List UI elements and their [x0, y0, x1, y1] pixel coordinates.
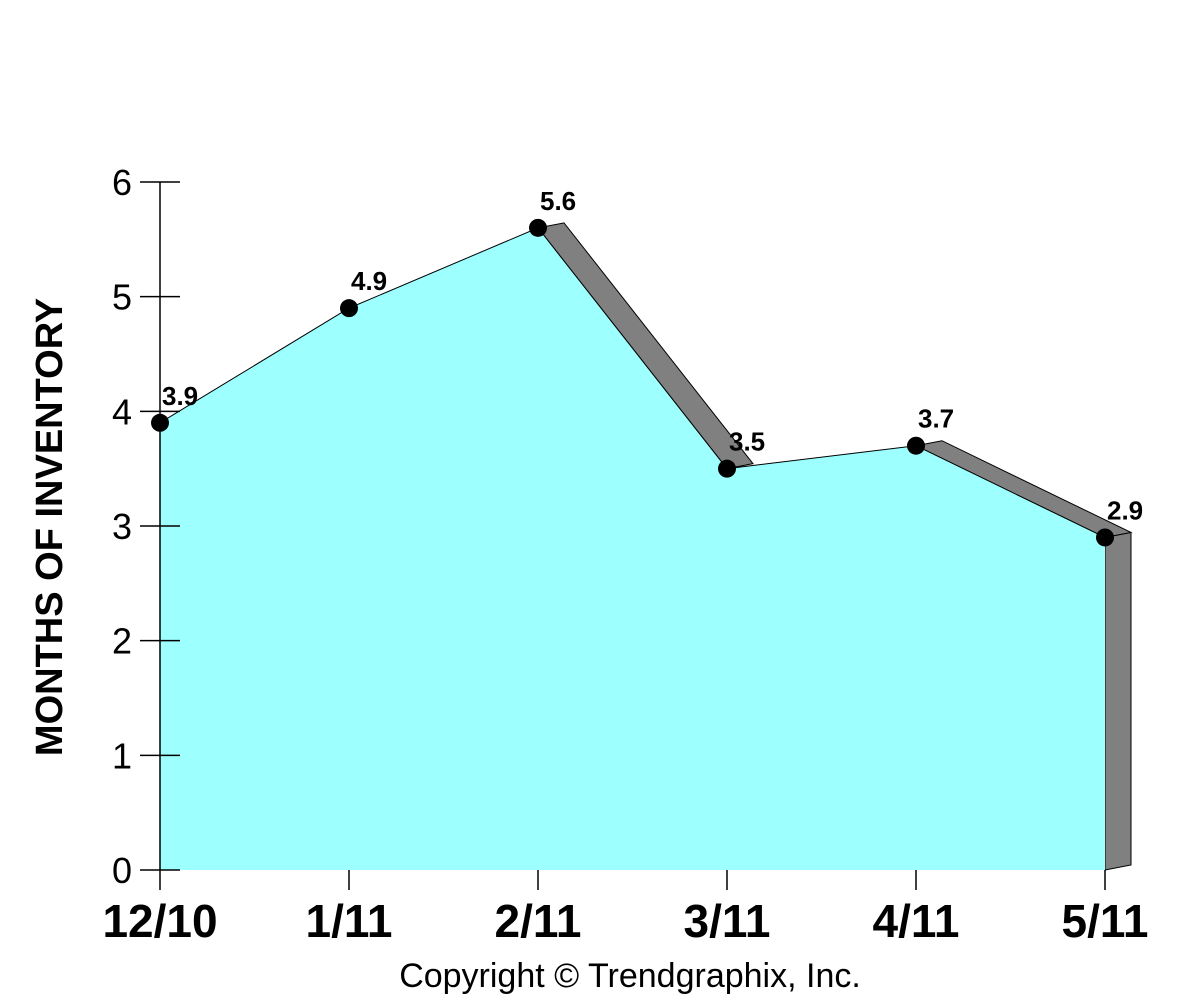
y-tick-label: 2 [112, 621, 132, 662]
area-3d-shadow [537, 222, 1133, 871]
y-tick-label: 3 [112, 506, 132, 547]
data-markers [151, 218, 1114, 547]
y-tick-label: 5 [112, 277, 132, 318]
x-tick-label: 2/11 [495, 895, 582, 947]
data-point [1096, 528, 1114, 547]
data-point [340, 299, 358, 318]
x-tick-label: 1/11 [306, 895, 393, 947]
x-axis-ticks: 12/10 1/11 2/11 3/11 4/11 5/11 [102, 870, 1149, 947]
y-tick-label: 0 [112, 850, 132, 891]
data-point [529, 218, 547, 237]
copyright-notice: Copyright © Trendgraphix, Inc. [399, 957, 861, 995]
data-label: 5.6 [540, 186, 576, 216]
x-tick-label: 12/10 [102, 895, 217, 947]
data-label: 4.9 [351, 266, 387, 296]
data-label: 3.9 [162, 381, 198, 411]
data-label: 2.9 [1107, 495, 1143, 525]
data-label: 3.5 [729, 427, 765, 457]
y-axis-title: MONTHS OF INVENTORY [29, 298, 71, 756]
data-label: 3.7 [918, 404, 954, 434]
area-shadow-end-face [1104, 531, 1132, 871]
data-point [907, 436, 925, 455]
x-tick-label: 4/11 [873, 895, 960, 947]
data-labels: 3.9 4.9 5.6 3.5 3.7 2.9 [162, 186, 1143, 526]
x-tick-label: 5/11 [1062, 895, 1149, 947]
data-point [151, 413, 169, 432]
x-tick-label: 3/11 [684, 895, 771, 947]
area-top-edge [159, 227, 1106, 538]
y-axis-ticks: 0 1 2 3 4 5 6 [112, 162, 180, 891]
area-fill [160, 227, 1105, 870]
data-point [718, 459, 736, 478]
y-tick-label: 1 [112, 735, 132, 776]
y-tick-label: 6 [112, 162, 132, 203]
y-tick-label: 4 [112, 391, 132, 432]
